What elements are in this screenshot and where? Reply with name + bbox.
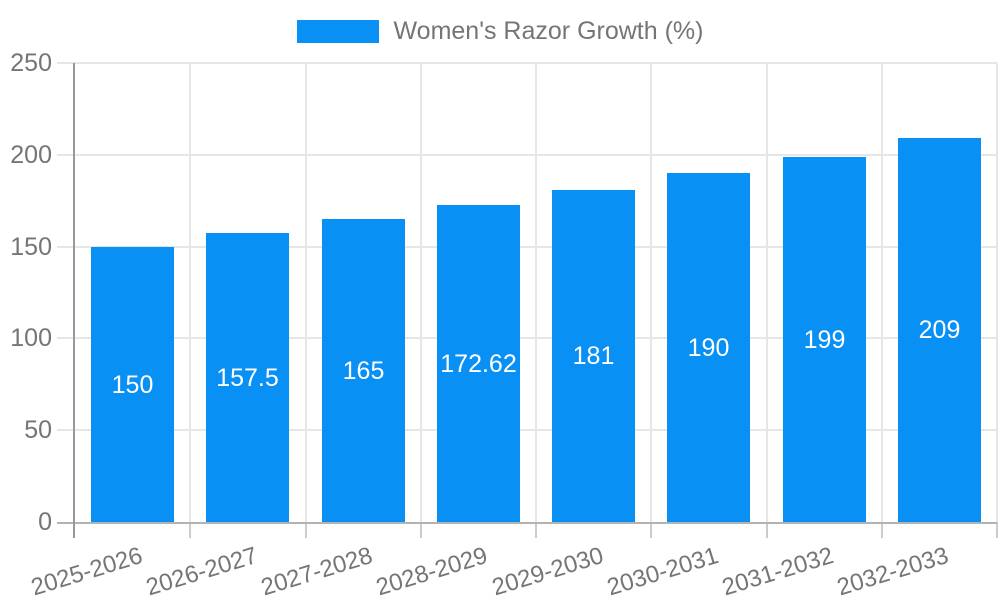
- x-tick: [535, 522, 537, 538]
- legend-label: Women's Razor Growth (%): [393, 17, 704, 45]
- bar-value-label: 172.62: [440, 350, 517, 378]
- y-gridline: [57, 429, 997, 431]
- y-gridline: [57, 154, 997, 156]
- y-gridline: [57, 246, 997, 248]
- bar-value-label: 190: [687, 334, 730, 362]
- bar-value-label: 165: [342, 357, 385, 385]
- x-axis-label: 2027-2028: [258, 542, 376, 600]
- y-axis-label: 100: [10, 324, 52, 352]
- legend-swatch-icon: [296, 20, 379, 43]
- bar[interactable]: [91, 247, 174, 522]
- y-axis-label: 200: [10, 141, 52, 169]
- x-gridline: [420, 63, 422, 522]
- bar[interactable]: [322, 219, 405, 522]
- bar[interactable]: [898, 138, 981, 522]
- bar[interactable]: [783, 157, 866, 522]
- bar[interactable]: [206, 233, 289, 522]
- x-axis-line: [57, 522, 997, 524]
- y-gridline: [57, 62, 997, 64]
- bar-value-label: 157.5: [216, 364, 279, 392]
- x-tick: [996, 522, 998, 538]
- legend[interactable]: Women's Razor Growth (%): [0, 17, 1000, 46]
- x-tick: [420, 522, 422, 538]
- y-axis-label: 50: [24, 416, 52, 444]
- x-tick: [650, 522, 652, 538]
- x-gridline: [189, 63, 191, 522]
- x-gridline: [766, 63, 768, 522]
- x-axis-label: 2031-2032: [719, 542, 837, 600]
- bar[interactable]: [552, 190, 635, 522]
- x-axis-label: 2025-2026: [28, 542, 146, 600]
- x-tick: [881, 522, 883, 538]
- bar-value-label: 150: [111, 371, 154, 399]
- y-gridline: [57, 337, 997, 339]
- y-axis-label: 250: [10, 49, 52, 77]
- y-axis-label: 150: [10, 233, 52, 261]
- x-tick: [766, 522, 768, 538]
- bar[interactable]: [437, 205, 520, 522]
- x-gridline: [650, 63, 652, 522]
- y-axis-line: [73, 63, 75, 538]
- x-gridline: [996, 63, 998, 522]
- x-axis-label: 2030-2031: [604, 542, 722, 600]
- x-gridline: [305, 63, 307, 522]
- x-tick: [189, 522, 191, 538]
- bar-value-label: 199: [803, 326, 846, 354]
- x-gridline: [535, 63, 537, 522]
- x-axis-label: 2028-2029: [373, 542, 491, 600]
- x-tick: [305, 522, 307, 538]
- bar[interactable]: [667, 173, 750, 522]
- bar-value-label: 181: [572, 342, 615, 370]
- x-axis-label: 2032-2033: [834, 542, 952, 600]
- x-axis-label: 2029-2030: [489, 542, 607, 600]
- x-axis-label: 2026-2027: [143, 542, 261, 600]
- y-axis-label: 0: [38, 508, 52, 536]
- x-gridline: [881, 63, 883, 522]
- bar-value-label: 209: [918, 316, 961, 344]
